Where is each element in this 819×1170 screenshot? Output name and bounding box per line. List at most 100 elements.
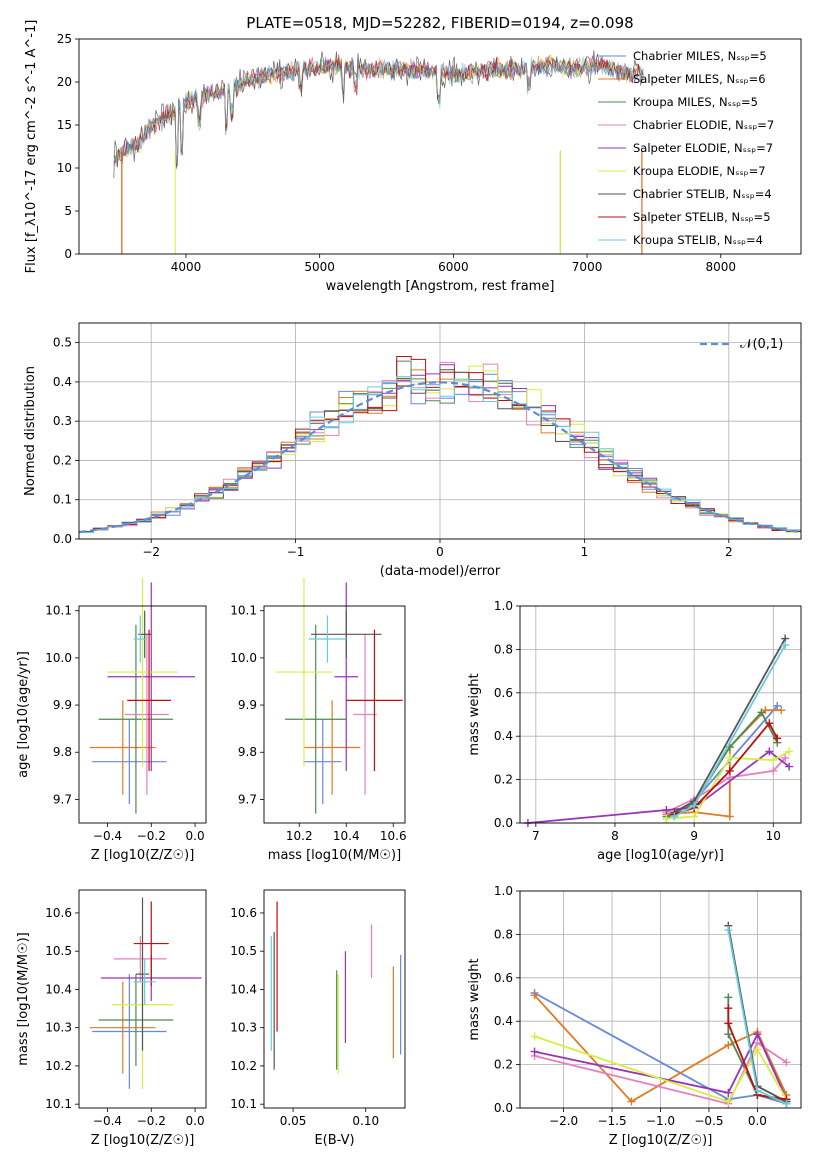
weight-marker: [765, 747, 774, 756]
x-tick-label: −2: [142, 545, 160, 559]
weight-marker: [753, 1030, 762, 1039]
weight-marker: [785, 762, 794, 771]
weight-line: [534, 992, 787, 1105]
x-tick-label: 6000: [438, 260, 469, 274]
x-tick-label: −2.0: [549, 1114, 578, 1128]
panel-4: 7 8 9 10 0.0 0.2 0.4 0.6 0.8 1.0 age [log10(age/yr…: [467, 599, 802, 863]
x-tick-label: 7: [532, 829, 540, 843]
y-tick-label: 0.4: [53, 375, 72, 389]
x-tick-label: 5000: [304, 260, 335, 274]
weight-marker: [530, 991, 539, 1000]
y-tick-label: 10.1: [45, 604, 72, 618]
y-tick-label: 10.2: [45, 1059, 72, 1073]
axes-frame: [78, 889, 207, 1109]
y-tick-label: 10.1: [230, 604, 257, 618]
axes-frame: [78, 605, 207, 824]
weight-line: [527, 750, 790, 824]
y-tick-label: 0.0: [494, 1101, 513, 1115]
y-tick-label: 10.3: [45, 1021, 72, 1035]
y-tick-label: 10.4: [230, 982, 257, 996]
x-tick-label: 8000: [706, 260, 737, 274]
legend-entry: Chabrier MILES, Nₛₛₚ=5: [633, 49, 767, 63]
x-tick-label: −1.0: [646, 1114, 675, 1128]
y-axis-label: Flux [f_λ10^-17 erg cm^-2 s^-1 A^-1]: [24, 20, 39, 274]
x-tick-label: 10: [766, 829, 781, 843]
chart-title: PLATE=0518, MJD=52282, FIBERID=0194, z=0…: [246, 14, 633, 32]
x-tick-label: 1: [581, 545, 589, 559]
weight-marker: [785, 747, 794, 756]
legend-entry: Salpeter ELODIE, Nₛₛₚ=7: [633, 141, 773, 155]
x-axis-label: mass [log10(M/M☉)]: [268, 848, 401, 863]
x-tick-label: 10.6: [380, 829, 407, 843]
weight-marker: [724, 993, 733, 1002]
weight-marker: [627, 1097, 636, 1106]
y-tick-label: 10.2: [230, 1059, 257, 1073]
spectrum-line: [113, 56, 644, 165]
weight-marker: [781, 753, 790, 762]
y-tick-label: 9.9: [238, 698, 257, 712]
y-tick-label: 9.9: [53, 698, 72, 712]
y-tick-label: 9.8: [238, 745, 257, 759]
weight-marker: [773, 734, 782, 743]
x-tick-label: 0.0: [748, 1114, 767, 1128]
y-tick-label: 0.8: [494, 927, 513, 941]
y-tick-label: 0.0: [494, 816, 513, 830]
x-tick-label: 9: [690, 829, 698, 843]
y-tick-label: 0.2: [494, 773, 513, 787]
axes-frame: [519, 890, 802, 1109]
y-tick-label: 10.5: [45, 944, 72, 958]
y-axis-label: mass [log10(M/M☉)]: [16, 932, 31, 1065]
weight-line: [534, 1032, 788, 1100]
axes-frame: [78, 322, 802, 540]
y-tick-label: 1.0: [494, 599, 513, 613]
x-tick-label: 4000: [171, 260, 202, 274]
y-tick-label: 9.7: [238, 792, 257, 806]
legend-entry: Salpeter MILES, Nₛₛₚ=6: [633, 72, 766, 86]
legend-entry: Kroupa ELODIE, Nₛₛₚ=7: [633, 164, 766, 178]
weight-marker: [530, 1047, 539, 1056]
histogram-series: [79, 356, 801, 533]
y-tick-label: 0.6: [494, 686, 513, 700]
weight-marker: [724, 1097, 733, 1106]
x-tick-label: −0.2: [137, 829, 166, 843]
x-tick-label: −0.2: [137, 1114, 166, 1128]
y-tick-label: 20: [57, 75, 72, 89]
weight-marker: [724, 1019, 733, 1028]
y-tick-label: 0.5: [53, 336, 72, 350]
y-tick-label: 0.2: [53, 453, 72, 467]
y-tick-label: 10.6: [45, 906, 72, 920]
y-tick-label: 0.3: [53, 414, 72, 428]
weight-marker: [662, 814, 671, 823]
legend-entry: Salpeter STELIB, Nₛₛₚ=5: [633, 210, 771, 224]
panel-2: −0.4 −0.2 0.0 9.7 9.8 9.9 10.0 10.1 Z [log10(Z/Z…: [16, 577, 207, 863]
x-tick-label: 10.2: [286, 829, 313, 843]
y-axis-label: age [log10(age/yr)]: [16, 651, 31, 778]
y-tick-label: 25: [57, 32, 72, 46]
x-axis-label: age [log10(age/yr)]: [597, 848, 724, 863]
legend-entry: Chabrier STELIB, Nₛₛₚ=4: [633, 187, 772, 201]
x-tick-label: 8: [611, 829, 619, 843]
axes-frame: [263, 889, 406, 1109]
panel-1: −2 −1 0 1 2 0.0 0.1 0.2 0.3 0.4 0.5 (data-model)/er…: [23, 322, 802, 579]
weight-marker: [725, 812, 734, 821]
x-axis-label: E(B-V): [314, 1133, 354, 1148]
axes-frame: [519, 605, 802, 824]
x-axis-label: Z [log10(Z/Z☉)]: [91, 1133, 195, 1148]
x-tick-label: 0.10: [352, 1114, 379, 1128]
weight-marker: [725, 753, 734, 762]
y-axis-label: mass weight: [467, 673, 482, 755]
y-tick-label: 10.4: [45, 982, 72, 996]
weight-marker: [773, 701, 782, 710]
y-tick-label: 0.6: [494, 971, 513, 985]
weight-line: [665, 705, 778, 820]
weight-marker: [670, 812, 679, 821]
x-tick-label: −1: [287, 545, 305, 559]
weight-marker: [724, 1030, 733, 1039]
x-axis-label: Z [log10(Z/Z☉)]: [609, 1133, 713, 1148]
x-tick-label: 0.0: [186, 1114, 205, 1128]
weight-marker: [690, 801, 699, 810]
x-tick-label: 7000: [572, 260, 603, 274]
y-tick-label: 0.4: [494, 729, 513, 743]
y-tick-label: 9.8: [53, 745, 72, 759]
